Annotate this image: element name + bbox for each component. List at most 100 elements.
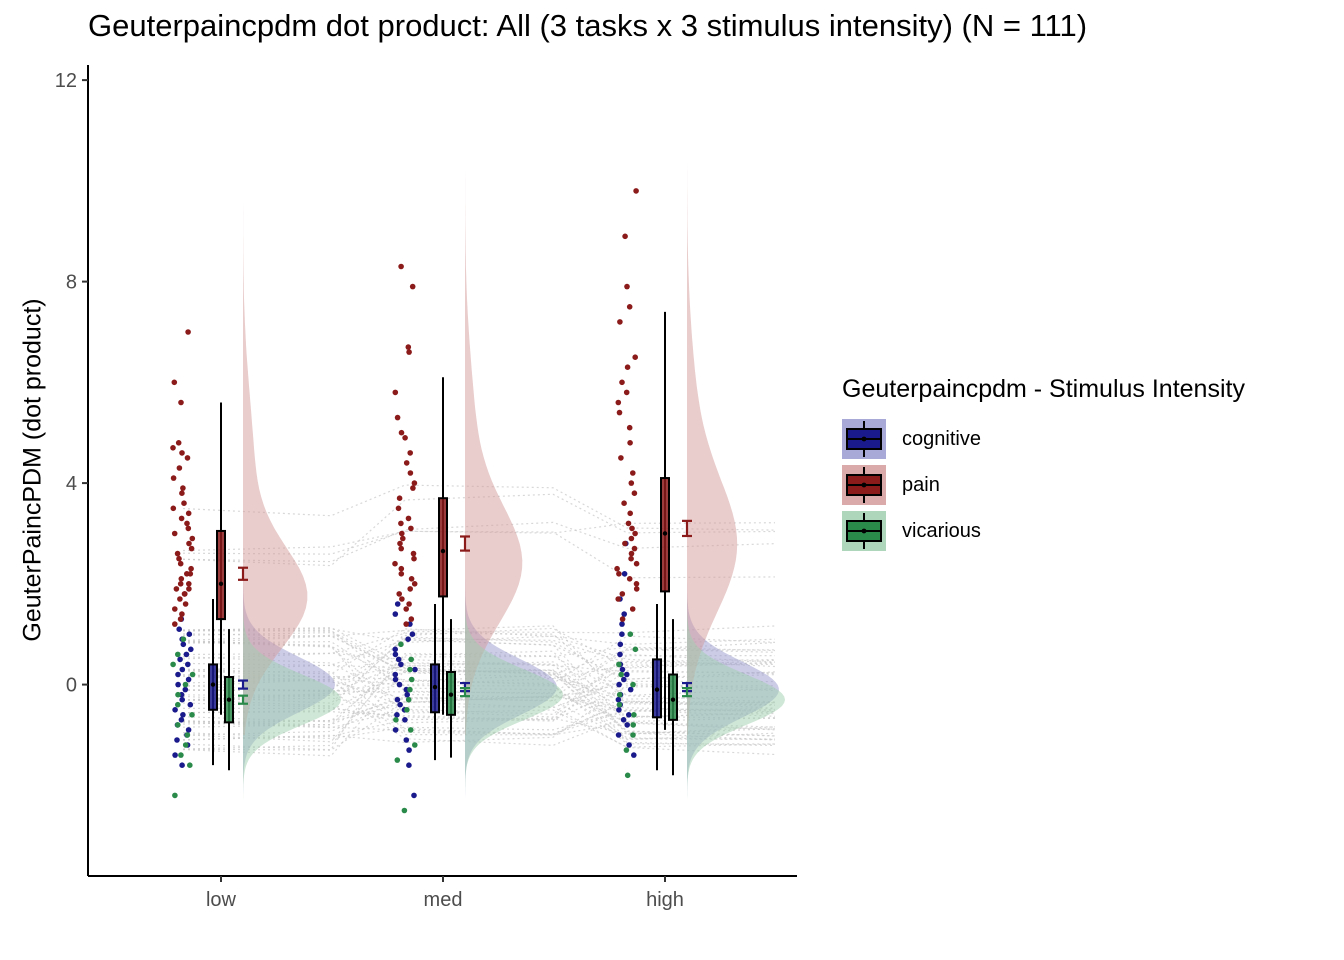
data-point-cognitive bbox=[180, 641, 187, 648]
data-point-pain bbox=[175, 440, 182, 446]
data-point-pain bbox=[616, 409, 623, 416]
data-point-pain bbox=[176, 465, 183, 471]
data-point-pain bbox=[170, 475, 177, 481]
data-point-cognitive bbox=[180, 712, 186, 718]
data-point-cognitive bbox=[179, 666, 186, 673]
subject-line bbox=[182, 484, 776, 531]
data-point-pain bbox=[410, 485, 416, 491]
data-point-cognitive bbox=[185, 661, 191, 668]
data-point-cognitive bbox=[392, 651, 399, 658]
data-point-vicarious bbox=[187, 762, 193, 768]
data-point-cognitive bbox=[616, 707, 622, 713]
data-point-vicarious bbox=[408, 656, 415, 663]
data-point-pain bbox=[628, 550, 635, 557]
data-point-pain bbox=[615, 596, 621, 602]
data-point-pain bbox=[399, 596, 405, 602]
data-point-vicarious bbox=[404, 707, 410, 713]
data-point-vicarious bbox=[407, 727, 414, 733]
data-point-vicarious bbox=[394, 757, 401, 763]
data-point-cognitive bbox=[411, 792, 417, 799]
data-point-vicarious bbox=[630, 732, 636, 738]
data-point-cognitive bbox=[172, 752, 178, 758]
legend-title: Geuterpaincpdm - Stimulus Intensity bbox=[842, 375, 1245, 403]
data-point-pain bbox=[174, 550, 181, 557]
data-point-cognitive bbox=[624, 671, 630, 678]
data-point-pain bbox=[185, 510, 192, 517]
data-point-pain bbox=[394, 414, 401, 421]
data-point-vicarious bbox=[407, 686, 413, 693]
median-pain-low bbox=[218, 581, 224, 587]
density-cloud-pain-low bbox=[243, 100, 308, 736]
data-point-vicarious bbox=[631, 712, 637, 718]
data-point-pain bbox=[411, 480, 418, 486]
data-point-pain bbox=[617, 319, 623, 325]
data-point-cognitive bbox=[182, 686, 189, 693]
data-point-cognitive bbox=[631, 752, 637, 758]
data-point-pain bbox=[177, 616, 184, 622]
data-point-vicarious bbox=[630, 681, 636, 688]
data-point-pain bbox=[624, 364, 631, 371]
data-point-pain bbox=[616, 571, 622, 577]
data-point-pain bbox=[622, 540, 628, 547]
data-point-pain bbox=[397, 540, 403, 547]
data-point-cognitive bbox=[621, 611, 627, 617]
data-point-pain bbox=[177, 596, 183, 602]
data-point-pain bbox=[627, 510, 633, 517]
data-point-vicarious bbox=[393, 717, 399, 723]
data-point-cognitive bbox=[619, 666, 626, 673]
data-point-pain bbox=[399, 530, 405, 537]
data-point-vicarious bbox=[170, 661, 176, 668]
data-point-cognitive bbox=[409, 631, 416, 637]
data-point-cognitive bbox=[412, 666, 418, 673]
data-point-pain bbox=[625, 520, 632, 527]
data-point-vicarious bbox=[172, 792, 178, 799]
data-point-pain bbox=[403, 606, 410, 612]
y-tick-label: 0 bbox=[66, 675, 77, 697]
data-point-pain bbox=[186, 540, 192, 547]
data-point-vicarious bbox=[182, 742, 189, 748]
data-point-vicarious bbox=[407, 666, 413, 673]
data-point-cognitive bbox=[397, 701, 403, 708]
data-point-pain bbox=[619, 591, 626, 597]
data-point-pain bbox=[630, 470, 636, 476]
legend-key-pain bbox=[842, 465, 886, 505]
data-point-cognitive bbox=[179, 762, 185, 768]
data-point-pain bbox=[407, 450, 414, 456]
data-point-pain bbox=[186, 586, 192, 592]
data-point-pain bbox=[186, 581, 192, 587]
raw-points-layer bbox=[170, 188, 640, 814]
data-point-pain bbox=[411, 555, 417, 562]
data-point-pain bbox=[403, 460, 410, 466]
mean-errorbars-layer bbox=[238, 519, 692, 705]
data-point-pain bbox=[172, 621, 178, 627]
data-point-cognitive bbox=[616, 681, 622, 688]
data-point-pain bbox=[395, 505, 402, 512]
data-point-pain bbox=[629, 525, 635, 532]
x-tick-label-low: low bbox=[206, 889, 237, 911]
data-point-pain bbox=[182, 591, 188, 597]
data-point-cognitive bbox=[395, 656, 402, 663]
data-point-vicarious bbox=[401, 807, 408, 814]
data-point-vicarious bbox=[398, 641, 404, 648]
data-point-pain bbox=[632, 354, 638, 361]
data-point-pain bbox=[171, 379, 178, 386]
data-point-cognitive bbox=[406, 747, 412, 753]
data-point-pain bbox=[627, 440, 633, 446]
data-point-pain bbox=[179, 490, 185, 497]
data-point-pain bbox=[626, 576, 633, 582]
data-point-cognitive bbox=[404, 691, 411, 698]
legend-item-pain: pain bbox=[842, 462, 1245, 508]
median-vicarious-high bbox=[670, 697, 676, 702]
data-point-pain bbox=[633, 586, 640, 592]
data-point-cognitive bbox=[617, 641, 624, 648]
legend-item-vicarious: vicarious bbox=[842, 508, 1245, 554]
data-point-vicarious bbox=[616, 661, 622, 668]
data-point-pain bbox=[411, 581, 418, 587]
data-point-pain bbox=[176, 555, 182, 562]
data-point-cognitive bbox=[392, 676, 399, 683]
data-point-vicarious bbox=[630, 722, 636, 728]
data-point-vicarious bbox=[412, 742, 418, 748]
data-point-pain bbox=[631, 490, 638, 497]
data-point-cognitive bbox=[185, 676, 192, 683]
